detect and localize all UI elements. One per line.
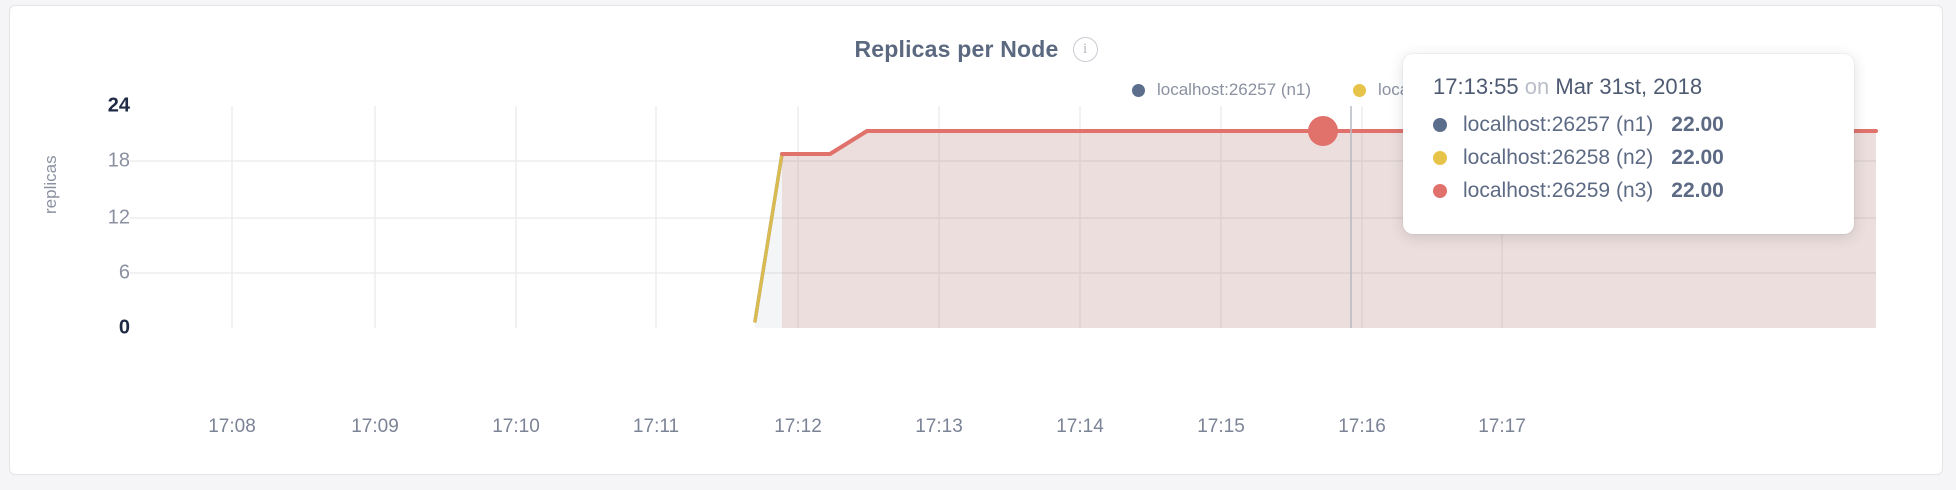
tooltip-series-value: 22.00 bbox=[1671, 113, 1724, 136]
y-tick-0: 0 bbox=[118, 316, 130, 339]
chart-tooltip: 17:13:55 on Mar 31st, 2018 localhost:262… bbox=[1403, 54, 1854, 234]
tooltip-date: Mar 31st, 2018 bbox=[1555, 74, 1703, 99]
x-tick-1711: 17:11 bbox=[632, 416, 680, 437]
x-tick-1716: 17:16 bbox=[1338, 416, 1386, 437]
x-tick-1709: 17:09 bbox=[351, 416, 399, 437]
x-tick-1713: 17:13 bbox=[915, 416, 963, 437]
tooltip-time: 17:13:55 bbox=[1433, 74, 1519, 99]
x-tick-1715: 17:15 bbox=[1197, 416, 1245, 437]
x-tick-1710: 17:10 bbox=[492, 416, 540, 437]
tooltip-series-name: localhost:26258 (n2) bbox=[1463, 146, 1654, 169]
x-tick-1717: 17:17 bbox=[1478, 416, 1526, 437]
info-icon[interactable]: i bbox=[1072, 37, 1098, 62]
legend-dot-icon bbox=[1353, 83, 1367, 97]
tooltip-series-value: 22.00 bbox=[1671, 179, 1724, 202]
x-tick-1714: 17:14 bbox=[1056, 416, 1104, 437]
y-tick-24: 24 bbox=[107, 94, 130, 117]
tooltip-on-word: on bbox=[1524, 74, 1550, 99]
tooltip-header: 17:13:55 on Mar 31st, 2018 bbox=[1433, 74, 1824, 100]
y-tick-18: 18 bbox=[107, 149, 130, 172]
legend-label: localhost:26257 (n1) bbox=[1157, 80, 1312, 99]
hover-point-marker bbox=[1308, 116, 1338, 146]
tooltip-row: localhost:26259 (n3) 22.00 bbox=[1433, 179, 1824, 203]
replicas-per-node-card: Replicas per Node i localhost:26257 (n1)… bbox=[9, 5, 1943, 475]
legend-dot-icon bbox=[1132, 83, 1145, 97]
tooltip-series-name: localhost:26257 (n1) bbox=[1463, 113, 1654, 136]
tooltip-series-value: 22.00 bbox=[1671, 146, 1724, 169]
tooltip-row: localhost:26257 (n1) 22.00 bbox=[1433, 113, 1824, 137]
series-dot-icon bbox=[1433, 184, 1447, 198]
series-dot-icon bbox=[1433, 151, 1447, 165]
tooltip-row: localhost:26258 (n2) 22.00 bbox=[1433, 146, 1824, 170]
tooltip-series-name: localhost:26259 (n3) bbox=[1463, 179, 1654, 202]
y-tick-12: 12 bbox=[107, 206, 130, 229]
y-tick-6: 6 bbox=[118, 261, 130, 284]
x-tick-1712: 17:12 bbox=[774, 416, 822, 437]
chart-header: Replicas per Node i bbox=[10, 36, 1942, 63]
x-tick-1708: 17:08 bbox=[208, 416, 256, 437]
series-dot-icon bbox=[1433, 118, 1447, 132]
legend-item-n1[interactable]: localhost:26257 (n1) bbox=[1132, 80, 1311, 100]
page-title: Replicas per Node bbox=[854, 36, 1059, 62]
